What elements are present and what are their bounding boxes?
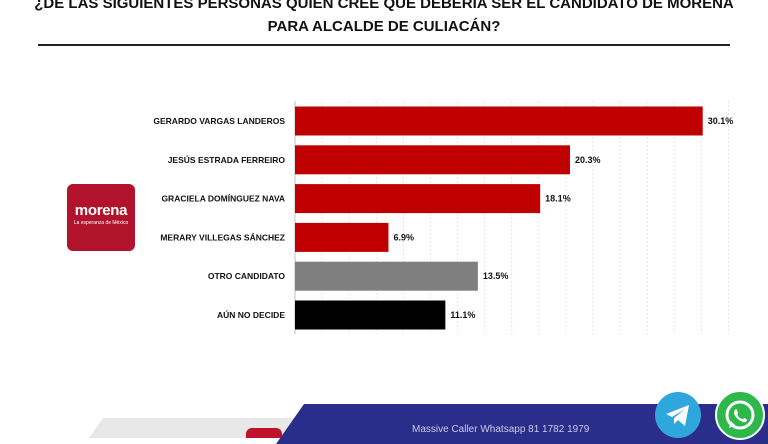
data-label: 11.1% bbox=[450, 310, 475, 320]
morena-logo: morena La esperanza de México bbox=[67, 184, 135, 251]
data-label: 6.9% bbox=[393, 232, 414, 242]
bar-chart: GERARDO VARGAS LANDEROS 30.1% JESÚS ESTRAD… bbox=[153, 101, 734, 334]
title-line-1: ¿DE LAS SIGUIENTES PERSONAS QUIÉN CREE Q… bbox=[34, 0, 734, 12]
telegram-glyph bbox=[666, 405, 689, 426]
bar bbox=[295, 300, 446, 330]
category-label: MERARY VILLEGAS SÁNCHEZ bbox=[160, 232, 285, 242]
data-label: 18.1% bbox=[545, 194, 571, 204]
footer-text: Massive Caller Whatsapp 81 1782 1979 bbox=[412, 424, 590, 435]
data-label: 13.5% bbox=[483, 271, 509, 281]
data-label: 20.3% bbox=[575, 155, 601, 165]
title-divider bbox=[38, 44, 730, 46]
bar bbox=[295, 106, 703, 136]
category-label: JESÚS ESTRADA FERREIRO bbox=[168, 154, 286, 165]
chart-title: ¿DE LAS SIGUIENTES PERSONAS QUIÉN CREE Q… bbox=[0, 0, 768, 38]
title-line-2: PARA ALCALDE DE CULIACÁN? bbox=[267, 18, 501, 35]
data-label: 30.1% bbox=[708, 116, 734, 126]
whatsapp-glyph bbox=[725, 400, 755, 430]
logo-tagline: La esperanza de México bbox=[73, 220, 129, 226]
logo-word: morena bbox=[74, 202, 128, 219]
whatsapp-icon[interactable] bbox=[715, 390, 765, 440]
footer-red-shape bbox=[246, 428, 282, 438]
bar bbox=[295, 261, 478, 291]
bar bbox=[295, 145, 570, 175]
category-label: AÚN NO DECIDE bbox=[217, 309, 285, 320]
telegram-icon[interactable] bbox=[655, 392, 701, 438]
category-label: GRACIELA DOMÍNGUEZ NAVA bbox=[161, 194, 285, 204]
bar bbox=[295, 222, 389, 252]
category-label: OTRO CANDIDATO bbox=[208, 271, 286, 281]
category-label: GERARDO VARGAS LANDEROS bbox=[153, 116, 285, 126]
bar bbox=[295, 184, 541, 214]
